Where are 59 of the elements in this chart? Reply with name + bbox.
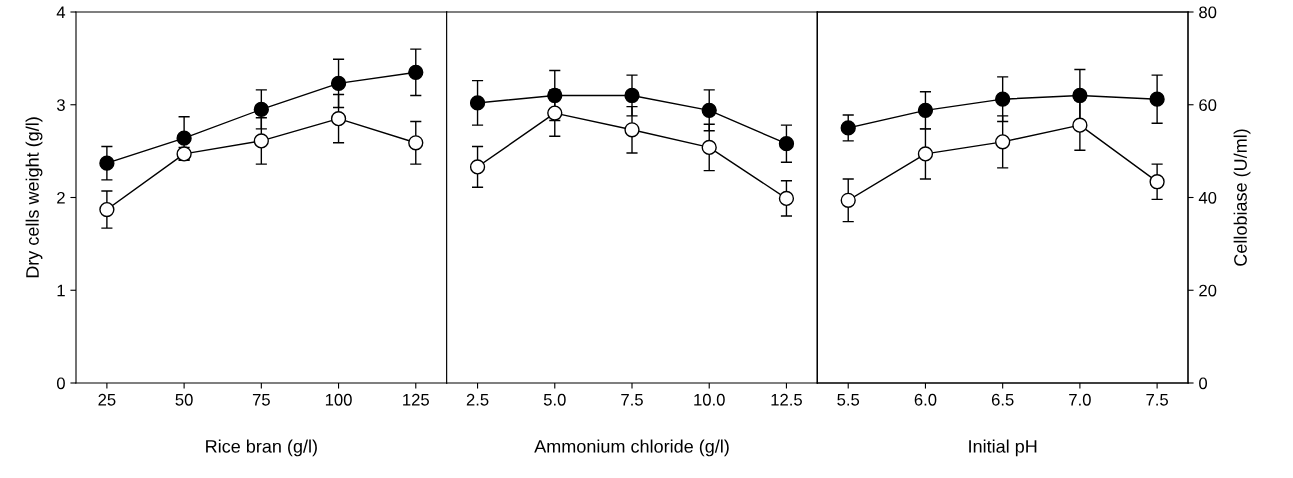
point bbox=[1149, 91, 1165, 107]
y2-axis-title: Cellobiase (U/ml) bbox=[1233, 129, 1251, 266]
point bbox=[253, 133, 269, 149]
x-tick-label: 6.5 bbox=[991, 393, 1014, 406]
point bbox=[330, 111, 347, 127]
point bbox=[624, 87, 640, 104]
x-tick-label: 5.0 bbox=[543, 393, 566, 406]
x-tick-label: 5.5 bbox=[837, 394, 860, 406]
point bbox=[701, 139, 717, 156]
x-tick-label: 6.0 bbox=[914, 393, 937, 406]
point bbox=[840, 120, 856, 136]
point bbox=[176, 130, 192, 146]
point bbox=[778, 190, 795, 207]
y-axis-title: Dry cells weight (g/l) bbox=[25, 117, 43, 278]
point bbox=[1149, 174, 1165, 190]
point bbox=[778, 136, 795, 152]
point bbox=[469, 159, 486, 175]
point bbox=[995, 134, 1011, 150]
x-tick-label: 7.5 bbox=[1146, 394, 1168, 406]
point bbox=[253, 101, 269, 118]
y-tick-label: 3 bbox=[56, 99, 65, 111]
y-tick-label: 4 bbox=[56, 6, 66, 19]
x-axis-title: Initial pH bbox=[969, 439, 1037, 457]
point bbox=[408, 64, 424, 80]
x-tick-label: 10.0 bbox=[694, 393, 725, 406]
point bbox=[547, 87, 563, 104]
point bbox=[99, 201, 115, 218]
x-axis-title: Ammonium chloride (g/l) bbox=[534, 439, 729, 457]
x-tick-label: 50 bbox=[175, 393, 193, 406]
x-tick-label: 12.5 bbox=[771, 393, 802, 406]
x-tick-label: 7.0 bbox=[1069, 393, 1091, 406]
point bbox=[469, 95, 486, 111]
point bbox=[840, 192, 856, 208]
y2-tick-label: 20 bbox=[1199, 284, 1217, 297]
point bbox=[408, 135, 424, 151]
y-tick-label: 2 bbox=[57, 191, 65, 204]
x-tick-label: 25 bbox=[98, 393, 116, 406]
x-tick-label: 125 bbox=[403, 393, 429, 406]
y-tick-label: 0 bbox=[56, 377, 65, 390]
y2-tick-label: 80 bbox=[1199, 6, 1217, 19]
y2-tick-label: 60 bbox=[1199, 99, 1217, 111]
x-axis-title: Rice bran (g/l) bbox=[206, 439, 317, 457]
point bbox=[701, 102, 717, 118]
point bbox=[917, 146, 934, 162]
point bbox=[330, 75, 347, 92]
y-tick-label: 1 bbox=[57, 284, 65, 297]
point bbox=[995, 91, 1011, 107]
point bbox=[624, 122, 640, 138]
point bbox=[1072, 117, 1088, 133]
x-tick-label: 2.5 bbox=[466, 393, 489, 406]
point bbox=[547, 105, 563, 121]
x-tick-label: 75 bbox=[252, 394, 270, 406]
point bbox=[99, 155, 115, 171]
y2-tick-label: 0 bbox=[1199, 377, 1208, 390]
y2-tick-label: 40 bbox=[1198, 191, 1217, 204]
point bbox=[1072, 87, 1088, 104]
point bbox=[917, 102, 934, 118]
x-tick-label: 7.5 bbox=[621, 394, 643, 406]
x-tick-label: 100 bbox=[325, 393, 352, 406]
